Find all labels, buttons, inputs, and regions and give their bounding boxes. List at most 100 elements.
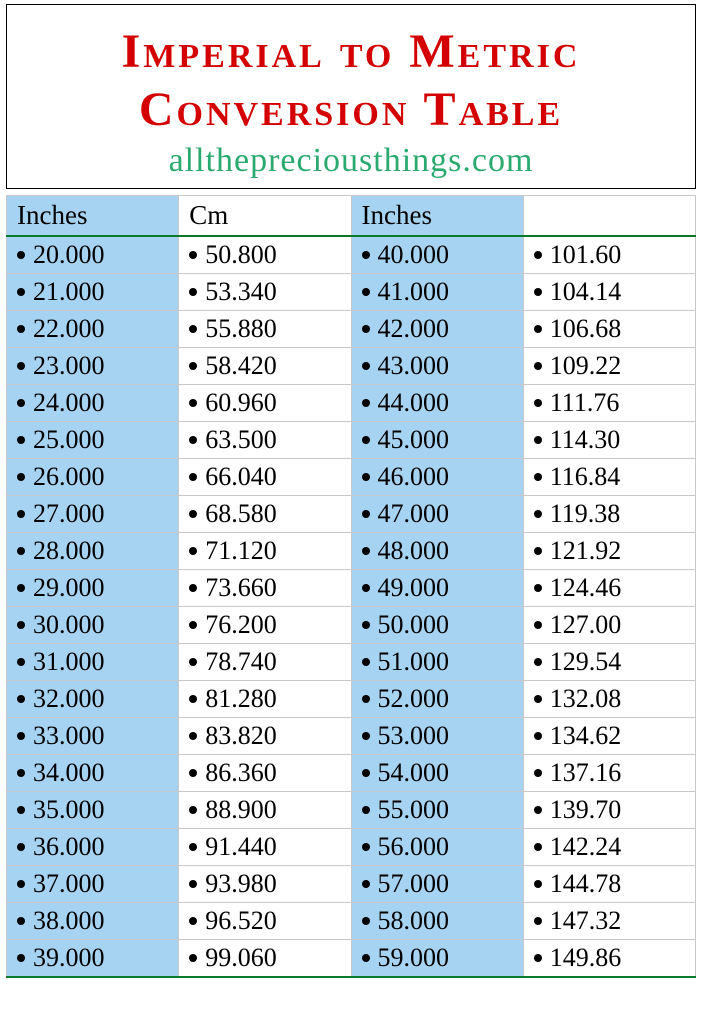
table-row: 38.00096.52058.000147.32 [7,903,696,940]
cell-value: 55.880 [205,314,277,343]
cell-value: 91.440 [205,832,277,861]
table-cell: 147.32 [523,903,695,940]
bullet-icon [189,584,197,592]
bullet-icon [17,917,25,925]
table-cell: 124.46 [523,570,695,607]
cell-value: 50.000 [378,610,450,639]
table-cell: 36.000 [7,829,179,866]
table-cell: 42.000 [351,311,523,348]
table-row: 39.00099.06059.000149.86 [7,940,696,978]
table-cell: 55.880 [179,311,351,348]
bullet-icon [189,658,197,666]
cell-value: 29.000 [33,573,105,602]
table-cell: 129.54 [523,644,695,681]
bullet-icon [534,436,542,444]
table-cell: 25.000 [7,422,179,459]
cell-value: 71.120 [205,536,277,565]
bullet-icon [17,769,25,777]
cell-value: 54.000 [378,758,450,787]
table-cell: 34.000 [7,755,179,792]
table-cell: 114.30 [523,422,695,459]
cell-value: 58.000 [378,906,450,935]
bullet-icon [534,399,542,407]
table-cell: 30.000 [7,607,179,644]
bullet-icon [534,917,542,925]
table-cell: 58.000 [351,903,523,940]
bullet-icon [534,547,542,555]
table-cell: 22.000 [7,311,179,348]
cell-value: 56.000 [378,832,450,861]
cell-value: 52.000 [378,684,450,713]
bullet-icon [17,251,25,259]
cell-value: 127.00 [550,610,622,639]
table-cell: 37.000 [7,866,179,903]
table-cell: 121.92 [523,533,695,570]
table-cell: 104.14 [523,274,695,311]
bullet-icon [534,325,542,333]
table-cell: 134.62 [523,718,695,755]
table-cell: 53.000 [351,718,523,755]
bullet-icon [534,621,542,629]
table-row: 24.00060.96044.000111.76 [7,385,696,422]
bullet-icon [17,325,25,333]
bullet-icon [362,584,370,592]
cell-value: 23.000 [33,351,105,380]
bullet-icon [17,584,25,592]
table-header: Inches Cm Inches [7,196,696,237]
cell-value: 78.740 [205,647,277,676]
cell-value: 26.000 [33,462,105,491]
bullet-icon [17,695,25,703]
cell-value: 147.32 [550,906,622,935]
bullet-icon [189,917,197,925]
bullet-icon [534,880,542,888]
table-row: 30.00076.200 50.000 127.00 [7,607,696,644]
bullet-icon [189,325,197,333]
cell-value: 57.000 [378,869,450,898]
table-cell: 66.040 [179,459,351,496]
cell-value: 66.040 [205,462,277,491]
cell-value: 104.14 [550,277,622,306]
cell-value: 119.38 [550,499,621,528]
table-cell: 51.000 [351,644,523,681]
table-cell: 144.78 [523,866,695,903]
table-row: 29.00073.66049.000124.46 [7,570,696,607]
bullet-icon [362,325,370,333]
bullet-icon [189,399,197,407]
table-cell: 76.200 [179,607,351,644]
table-cell: 50.000 [351,607,523,644]
cell-value: 20.000 [33,240,105,269]
conversion-table: Inches Cm Inches 20.00050.80040.000101.6… [6,195,696,978]
cell-value: 37.000 [33,869,105,898]
cell-value: 53.340 [205,277,277,306]
cell-value: 33.000 [33,721,105,750]
col-header-cm-2 [523,196,695,237]
table-cell: 127.00 [523,607,695,644]
bullet-icon [534,362,542,370]
bullet-icon [189,436,197,444]
bullet-icon [534,732,542,740]
bullet-icon [362,362,370,370]
table-cell: 132.08 [523,681,695,718]
table-cell: 86.360 [179,755,351,792]
table-row: 21.00053.34041.000104.14 [7,274,696,311]
cell-value: 38.000 [33,906,105,935]
bullet-icon [362,954,370,962]
bullet-icon [17,547,25,555]
table-cell: 109.22 [523,348,695,385]
cell-value: 58.420 [205,351,277,380]
table-cell: 111.76 [523,385,695,422]
table-cell: 73.660 [179,570,351,607]
table-cell: 20.000 [7,236,179,274]
cell-value: 129.54 [550,647,622,676]
table-cell: 81.280 [179,681,351,718]
table-row: 23.00058.42043.000109.22 [7,348,696,385]
cell-value: 40.000 [378,240,450,269]
cell-value: 50.800 [205,240,277,269]
bullet-icon [189,843,197,851]
table-cell: 29.000 [7,570,179,607]
bullet-icon [534,806,542,814]
cell-value: 32.000 [33,684,105,713]
table-row: 33.00083.82053.000134.62 [7,718,696,755]
table-cell: 60.960 [179,385,351,422]
table-row: 36.00091.44056.000142.24 [7,829,696,866]
